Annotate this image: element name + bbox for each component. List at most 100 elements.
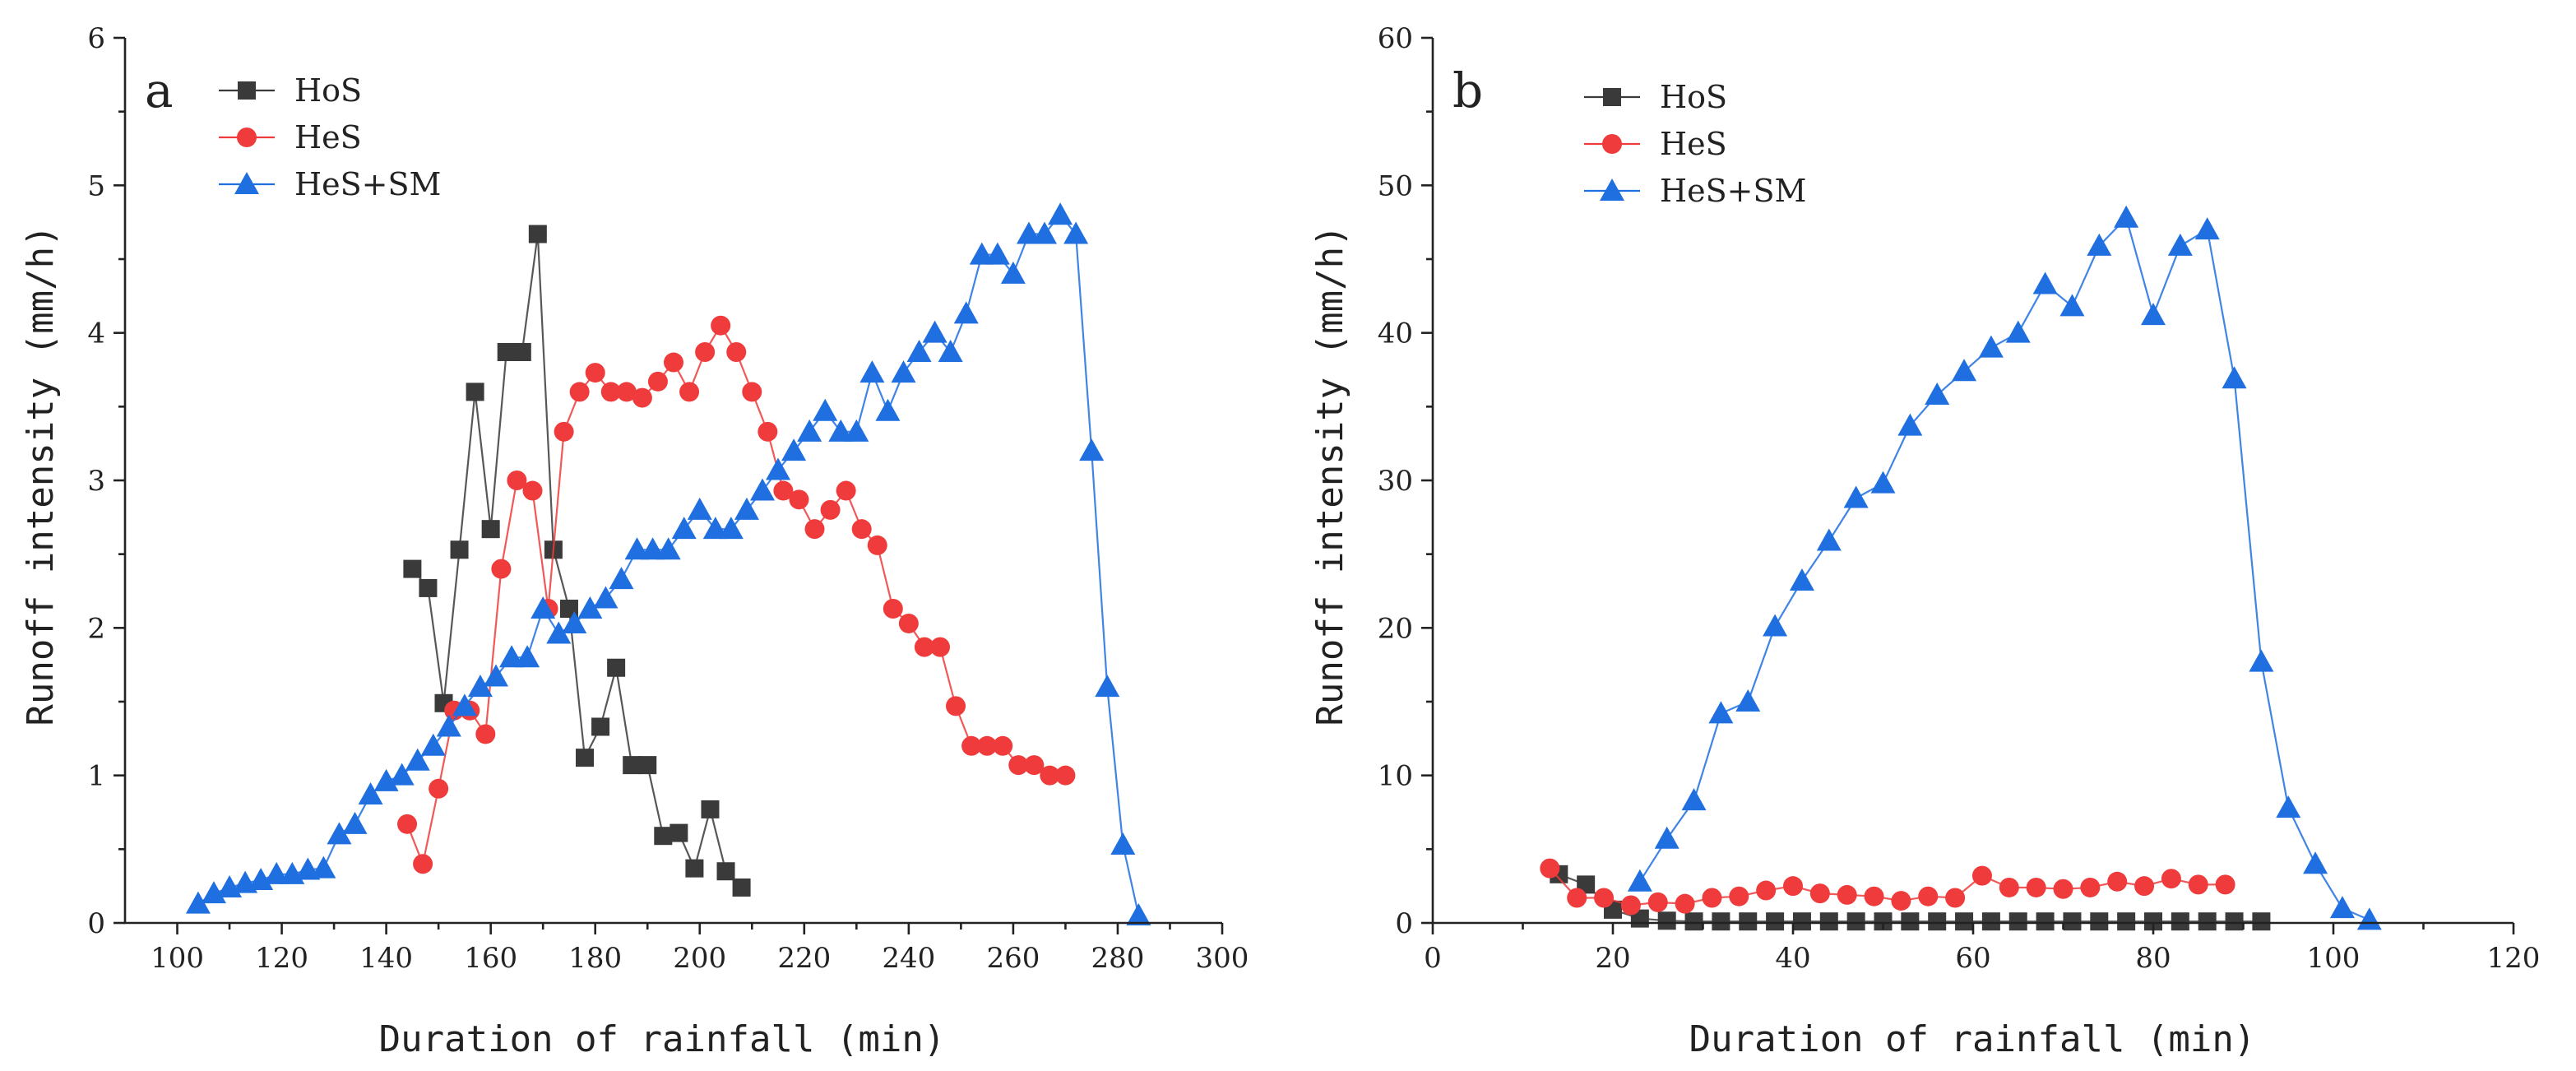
data-point [695, 341, 716, 362]
data-point [1952, 359, 1977, 382]
data-point [2329, 896, 2355, 919]
data-point [1792, 912, 1811, 931]
y-tick-label: 60 [1378, 22, 1413, 55]
legend-item: HeS [219, 119, 362, 155]
x-tick-label: 100 [2307, 942, 2361, 975]
data-point [403, 559, 422, 578]
data-point [1627, 869, 1652, 892]
data-point [466, 382, 484, 401]
x-tick-label: 220 [777, 942, 831, 975]
y-tick-label: 10 [1378, 760, 1413, 793]
data-point [711, 315, 731, 336]
data-point [1008, 755, 1029, 776]
data-point [1540, 858, 1560, 879]
data-point [1843, 485, 1869, 508]
data-point [654, 827, 673, 846]
data-point [2134, 876, 2155, 897]
data-point [497, 342, 516, 361]
x-axis-title-a: Duration of rainfall (min) [379, 1018, 946, 1060]
data-point [2008, 912, 2027, 931]
data-point [2087, 233, 2112, 256]
data-point [481, 520, 500, 539]
series-hes-sm [185, 202, 1151, 926]
data-point [530, 596, 556, 619]
data-point [732, 878, 751, 897]
legend-label: HoS [294, 72, 362, 109]
data-point [789, 489, 809, 510]
chart-panel-a: 100 120 140 160 180 200 220 240 260 280 300 0 1 2 3 4 5 6… [20, 22, 1249, 1060]
data-point [2090, 912, 2109, 931]
data-point [1657, 911, 1676, 930]
data-point [2080, 877, 2101, 897]
series-line [197, 213, 1140, 916]
data-point [929, 637, 950, 657]
y-tick-label: 50 [1378, 169, 1413, 202]
legend-marker [237, 128, 257, 147]
data-point [1675, 893, 1695, 914]
y-tick-label: 5 [87, 169, 105, 202]
data-point [702, 517, 728, 540]
data-point [576, 749, 595, 767]
chart-panel-b: 0 20 40 60 80 100 120 0 10 20 30 40 50 60 b Duration … [1309, 22, 2540, 1060]
x-tick-label: 240 [882, 942, 935, 975]
data-point [413, 854, 433, 874]
data-point [679, 382, 700, 402]
x-tick-label: 160 [464, 942, 517, 975]
data-point [2036, 912, 2055, 931]
data-point [1032, 221, 1058, 244]
data-point [1654, 826, 1679, 849]
data-point [1978, 335, 2004, 358]
data-point [1712, 912, 1730, 931]
data-point [758, 421, 778, 442]
data-point [2161, 869, 2181, 889]
legend-label: HeS+SM [294, 166, 441, 202]
data-point [716, 862, 735, 881]
x-tick-label: 80 [2135, 942, 2171, 975]
data-point [1040, 765, 1060, 786]
data-point [515, 645, 540, 668]
legend-label: HeS+SM [1660, 173, 1806, 209]
data-point [813, 398, 838, 421]
data-point [616, 382, 637, 402]
data-point [726, 341, 747, 362]
data-point [1079, 438, 1105, 461]
data-point [1055, 765, 1076, 786]
data-point [585, 363, 605, 383]
y-tick-label: 6 [87, 22, 105, 55]
data-point [1000, 261, 1026, 284]
data-point [820, 499, 841, 520]
data-point [1981, 912, 2000, 931]
data-point [2222, 366, 2247, 389]
series-line [405, 323, 1066, 868]
data-point [828, 419, 854, 442]
data-point [1024, 755, 1045, 776]
data-point [2144, 912, 2162, 931]
data-point [2026, 877, 2046, 897]
data-point [420, 733, 446, 756]
data-point [1729, 886, 1749, 906]
data-point [883, 599, 903, 619]
data-point [475, 724, 496, 744]
legend-marker [1603, 88, 1621, 106]
data-point [1126, 903, 1151, 926]
legend-label: HeS [294, 119, 362, 155]
data-point [562, 610, 587, 633]
data-point [436, 714, 461, 737]
data-point [804, 519, 825, 540]
data-point [953, 301, 979, 324]
y-tick-label: 40 [1378, 318, 1413, 350]
data-point [993, 735, 1013, 756]
series-hos [403, 225, 751, 897]
data-point [898, 613, 919, 633]
data-point [264, 861, 290, 884]
data-point [638, 756, 657, 775]
data-point [669, 823, 688, 842]
data-point [358, 781, 383, 804]
data-point [859, 360, 885, 383]
legend-marker [1600, 178, 1624, 201]
data-point [452, 693, 477, 716]
data-point [906, 339, 932, 362]
data-point [742, 382, 762, 402]
data-point [499, 645, 525, 668]
